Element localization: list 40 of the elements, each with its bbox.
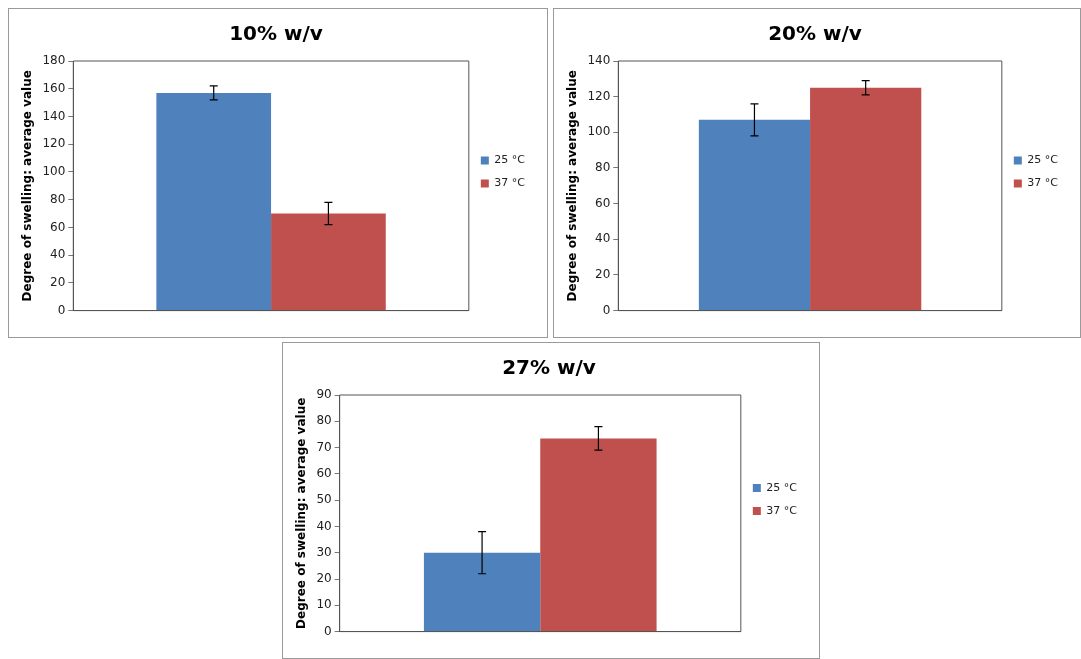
- y-tick-label: 70: [316, 439, 332, 454]
- chart-title: 27% w/v: [502, 355, 596, 380]
- legend-label: 37 °C: [494, 176, 526, 190]
- legend-label: 25 °C: [494, 153, 526, 167]
- chart-title: 20% w/v: [768, 21, 862, 46]
- y-tick-label: 120: [42, 136, 66, 151]
- y-tick-label: 160: [42, 80, 66, 95]
- y-tick-label: 60: [316, 465, 332, 480]
- y-tick-label: 40: [595, 231, 611, 246]
- y-tick-label: 90: [316, 387, 332, 402]
- y-tick-label: 20: [595, 267, 611, 282]
- y-tick-label: 140: [42, 108, 66, 123]
- legend-label: 37 °C: [766, 503, 798, 517]
- legend-label: 25 °C: [766, 480, 798, 494]
- y-axis-title: Degree of swelling: average value: [565, 70, 580, 302]
- y-tick-label: 20: [316, 571, 332, 586]
- chart-title: 10% w/v: [229, 21, 323, 46]
- y-tick-label: 20: [50, 274, 66, 289]
- y-tick-label: 100: [587, 124, 611, 139]
- y-tick-label: 0: [602, 302, 611, 317]
- y-tick-label: 80: [595, 160, 611, 175]
- y-tick-label: 140: [587, 53, 611, 68]
- y-tick-label: 10: [316, 597, 332, 612]
- y-tick-label: 50: [316, 492, 332, 507]
- y-tick-label: 60: [50, 219, 66, 234]
- y-axis-title: Degree of swelling: average value: [20, 70, 35, 302]
- y-tick-label: 80: [316, 413, 332, 428]
- y-tick-label: 80: [50, 191, 66, 206]
- y-tick-label: 0: [57, 302, 66, 317]
- y-tick-label: 120: [587, 88, 611, 103]
- y-tick-label: 100: [42, 164, 66, 179]
- legend-label: 25 °C: [1027, 153, 1059, 167]
- legend-label: 37 °C: [1027, 176, 1059, 190]
- y-tick-label: 0: [324, 623, 332, 638]
- y-axis-title: Degree of swelling: average value: [294, 397, 309, 629]
- y-tick-label: 180: [42, 53, 66, 68]
- y-tick-label: 30: [316, 544, 332, 559]
- y-tick-label: 40: [316, 518, 332, 533]
- y-tick-label: 40: [50, 247, 66, 262]
- y-tick-label: 60: [595, 195, 611, 210]
